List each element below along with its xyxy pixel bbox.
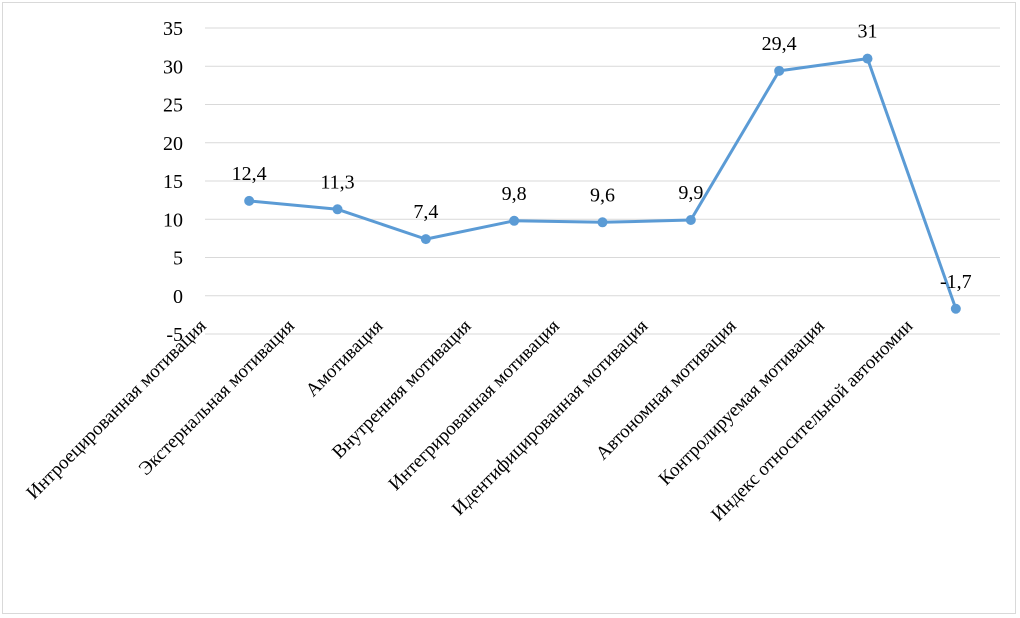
y-tick-label: 30 bbox=[163, 56, 183, 78]
data-label: 31 bbox=[858, 21, 878, 43]
x-axis-categories: Интроецированная мотивацияЭкстернальная … bbox=[23, 316, 918, 526]
data-label: 12,4 bbox=[232, 163, 267, 185]
data-label: 9,9 bbox=[678, 182, 703, 204]
data-label: 9,6 bbox=[590, 184, 615, 206]
y-tick-label: 5 bbox=[173, 248, 183, 270]
x-category-label: Амотивация bbox=[302, 316, 388, 402]
y-tick-label: 10 bbox=[163, 209, 183, 231]
data-label: 7,4 bbox=[413, 201, 438, 223]
x-category-label: Контролируемая мотивация bbox=[655, 316, 829, 490]
y-tick-label: 25 bbox=[163, 95, 183, 117]
y-tick-label: 15 bbox=[163, 171, 183, 193]
y-tick-label: 20 bbox=[163, 133, 183, 155]
data-point bbox=[950, 303, 961, 314]
data-point bbox=[597, 217, 608, 228]
data-point bbox=[332, 204, 343, 215]
data-point bbox=[420, 234, 431, 245]
data-point bbox=[509, 215, 520, 226]
x-category-label: Интегрированная мотивация bbox=[385, 316, 564, 495]
data-label: 29,4 bbox=[762, 33, 797, 55]
x-category-label: Интроецированная мотивация bbox=[23, 316, 211, 504]
data-point bbox=[774, 65, 785, 76]
data-point bbox=[244, 195, 255, 206]
y-tick-label: 0 bbox=[173, 286, 183, 308]
data-label: -1,7 bbox=[940, 271, 972, 293]
x-category-label: Индекс относительной автономии bbox=[707, 316, 917, 526]
gridlines bbox=[205, 27, 1000, 335]
y-tick-label: 35 bbox=[163, 18, 183, 40]
data-label: 11,3 bbox=[320, 171, 354, 193]
series-points bbox=[244, 53, 961, 314]
data-point bbox=[685, 215, 696, 226]
data-point bbox=[862, 53, 873, 64]
data-labels: 12,4 11,3 7,4 9,8 9,6 9,9 29,4 31 -1,7 bbox=[232, 21, 972, 293]
y-axis-ticks: -5 0 5 10 15 20 25 30 35 bbox=[163, 18, 183, 346]
data-label: 9,8 bbox=[502, 183, 527, 205]
y-tick-label: -5 bbox=[166, 324, 183, 346]
x-category-label: Экстернальная мотивация bbox=[135, 316, 299, 480]
x-category-label: Идентифицированная мотивация bbox=[448, 316, 652, 520]
